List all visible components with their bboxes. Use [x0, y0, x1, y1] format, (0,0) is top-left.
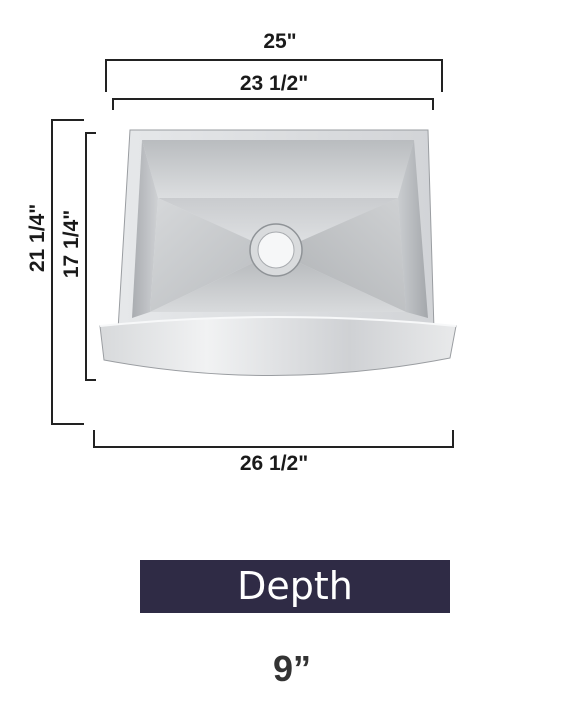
left-outer-bracket — [51, 119, 84, 425]
dimension-bottom-label: 26 1/2" — [239, 452, 309, 475]
dimension-top-outer-label: 25" — [263, 30, 297, 53]
left-inner-bracket — [85, 132, 96, 381]
basin-left-wall — [132, 140, 158, 318]
dimension-lines — [51, 59, 454, 448]
dimension-left-outer-label: 21 1/4" — [26, 203, 49, 273]
basin-floor-bottom — [150, 252, 406, 312]
dimension-top-inner-label: 23 1/2" — [239, 72, 309, 95]
bottom-bracket — [93, 430, 454, 448]
basin-floor-right — [276, 198, 406, 312]
basin-back-wall — [142, 140, 414, 198]
depth-banner: Depth — [140, 560, 450, 613]
sink-illustration — [99, 129, 457, 377]
basin-right-wall — [398, 140, 428, 318]
apron-edge — [99, 316, 457, 327]
basin-floor-left — [150, 198, 276, 312]
drain-inner — [257, 231, 295, 269]
top-inner-bracket — [112, 98, 434, 110]
dimension-left-inner-label: 17 1/4" — [60, 209, 83, 279]
top-outer-bracket — [105, 59, 443, 92]
apron-front — [99, 316, 457, 377]
depth-value: 9” — [272, 648, 312, 689]
